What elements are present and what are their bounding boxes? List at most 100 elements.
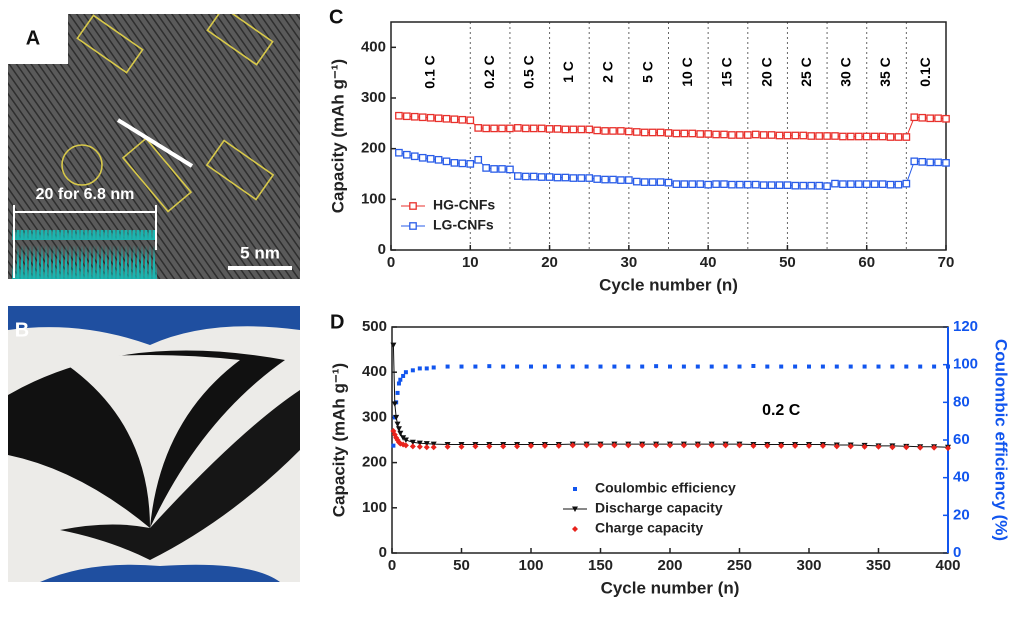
y-tick-label: 400 — [362, 363, 387, 380]
rate-label: 15 C — [719, 57, 735, 87]
marker — [601, 175, 609, 184]
marker — [878, 132, 887, 141]
legend-label: HG-CNFs — [433, 197, 495, 213]
film — [60, 390, 300, 560]
panel-a: A 20 for 6.8 nm 5 nm — [8, 14, 300, 279]
x-tick-label: 50 — [453, 557, 470, 574]
marker — [728, 180, 736, 189]
marker — [396, 381, 401, 386]
rate-label: 2 C — [600, 61, 616, 83]
marker — [458, 159, 467, 168]
marker — [417, 366, 422, 371]
marker — [584, 364, 589, 369]
marker — [426, 154, 435, 163]
marker — [459, 364, 464, 369]
marker — [823, 132, 831, 140]
marker — [423, 441, 430, 447]
marker — [712, 180, 720, 188]
marker — [764, 442, 771, 449]
legend-label: LG-CNFs — [433, 217, 494, 233]
marker — [529, 124, 538, 133]
marker — [743, 131, 752, 139]
marker — [847, 443, 854, 450]
marker — [474, 124, 483, 132]
marker — [431, 365, 436, 370]
series-line — [392, 345, 949, 448]
marker — [545, 125, 554, 133]
marker — [617, 176, 625, 184]
legend-label: Discharge capacity — [595, 500, 723, 516]
marker — [609, 175, 617, 184]
marker — [402, 437, 409, 443]
marker — [418, 153, 427, 162]
marker — [514, 124, 522, 132]
panel-label: A — [26, 27, 40, 49]
y2-tick-label: 80 — [953, 393, 970, 410]
marker — [807, 132, 816, 140]
marker — [886, 133, 895, 141]
marker — [393, 414, 400, 421]
marker — [831, 132, 839, 140]
marker — [514, 443, 521, 450]
marker — [653, 442, 660, 449]
marker — [847, 180, 855, 188]
marker — [793, 364, 798, 369]
marker — [466, 116, 475, 125]
marker — [848, 364, 853, 369]
marker — [490, 124, 498, 133]
marker — [395, 148, 403, 157]
y-axis-title: Capacity (mAh g⁻¹) — [328, 59, 347, 213]
marker — [839, 180, 847, 188]
marker — [570, 364, 575, 369]
marker — [694, 442, 701, 449]
marker — [632, 128, 641, 136]
marker — [942, 114, 950, 123]
marker — [529, 172, 538, 181]
marker — [632, 177, 641, 186]
marker — [680, 129, 689, 138]
marker — [609, 127, 617, 135]
marker — [482, 164, 490, 172]
marker — [490, 165, 498, 173]
marker — [598, 364, 603, 369]
marker — [403, 112, 411, 121]
chart: C 0.1 C 0.2 C 0.5 C 1 C 2 C 5 C 10 C 15 C 20 C 25 … — [328, 6, 954, 294]
marker — [434, 114, 443, 123]
rate-label: 35 C — [877, 57, 893, 87]
marker — [862, 132, 871, 141]
marker — [807, 181, 816, 190]
rate-label: 0.5 C — [520, 55, 536, 88]
marker — [409, 439, 416, 446]
y2-axis-title: Coulombic efficiency (%) — [992, 339, 1011, 541]
marker — [875, 443, 882, 450]
marker — [759, 181, 768, 189]
y-tick-label: 200 — [361, 140, 386, 157]
x-tick-label: 60 — [858, 254, 875, 271]
legend-label: Charge capacity — [595, 520, 703, 536]
rate-label: 30 C — [838, 57, 854, 87]
marker — [601, 127, 609, 135]
marker — [398, 377, 403, 382]
marker — [681, 364, 686, 369]
marker — [736, 442, 743, 449]
x-tick-label: 20 — [541, 254, 558, 271]
marker — [401, 373, 406, 378]
marker — [521, 124, 530, 133]
panel-label: C — [329, 6, 343, 28]
marker — [418, 113, 427, 122]
marker — [569, 125, 578, 134]
marker — [577, 125, 586, 134]
marker — [910, 113, 919, 122]
marker — [751, 130, 760, 139]
holder-bottom — [40, 564, 280, 582]
marker — [680, 442, 687, 449]
marker — [625, 442, 632, 449]
marker — [934, 114, 942, 123]
marker — [728, 131, 736, 139]
y-tick-label: 0 — [378, 241, 386, 258]
marker — [799, 181, 808, 190]
marker — [904, 364, 909, 369]
rate-label: 5 C — [639, 61, 655, 83]
marker — [751, 180, 760, 189]
marker — [585, 125, 594, 134]
